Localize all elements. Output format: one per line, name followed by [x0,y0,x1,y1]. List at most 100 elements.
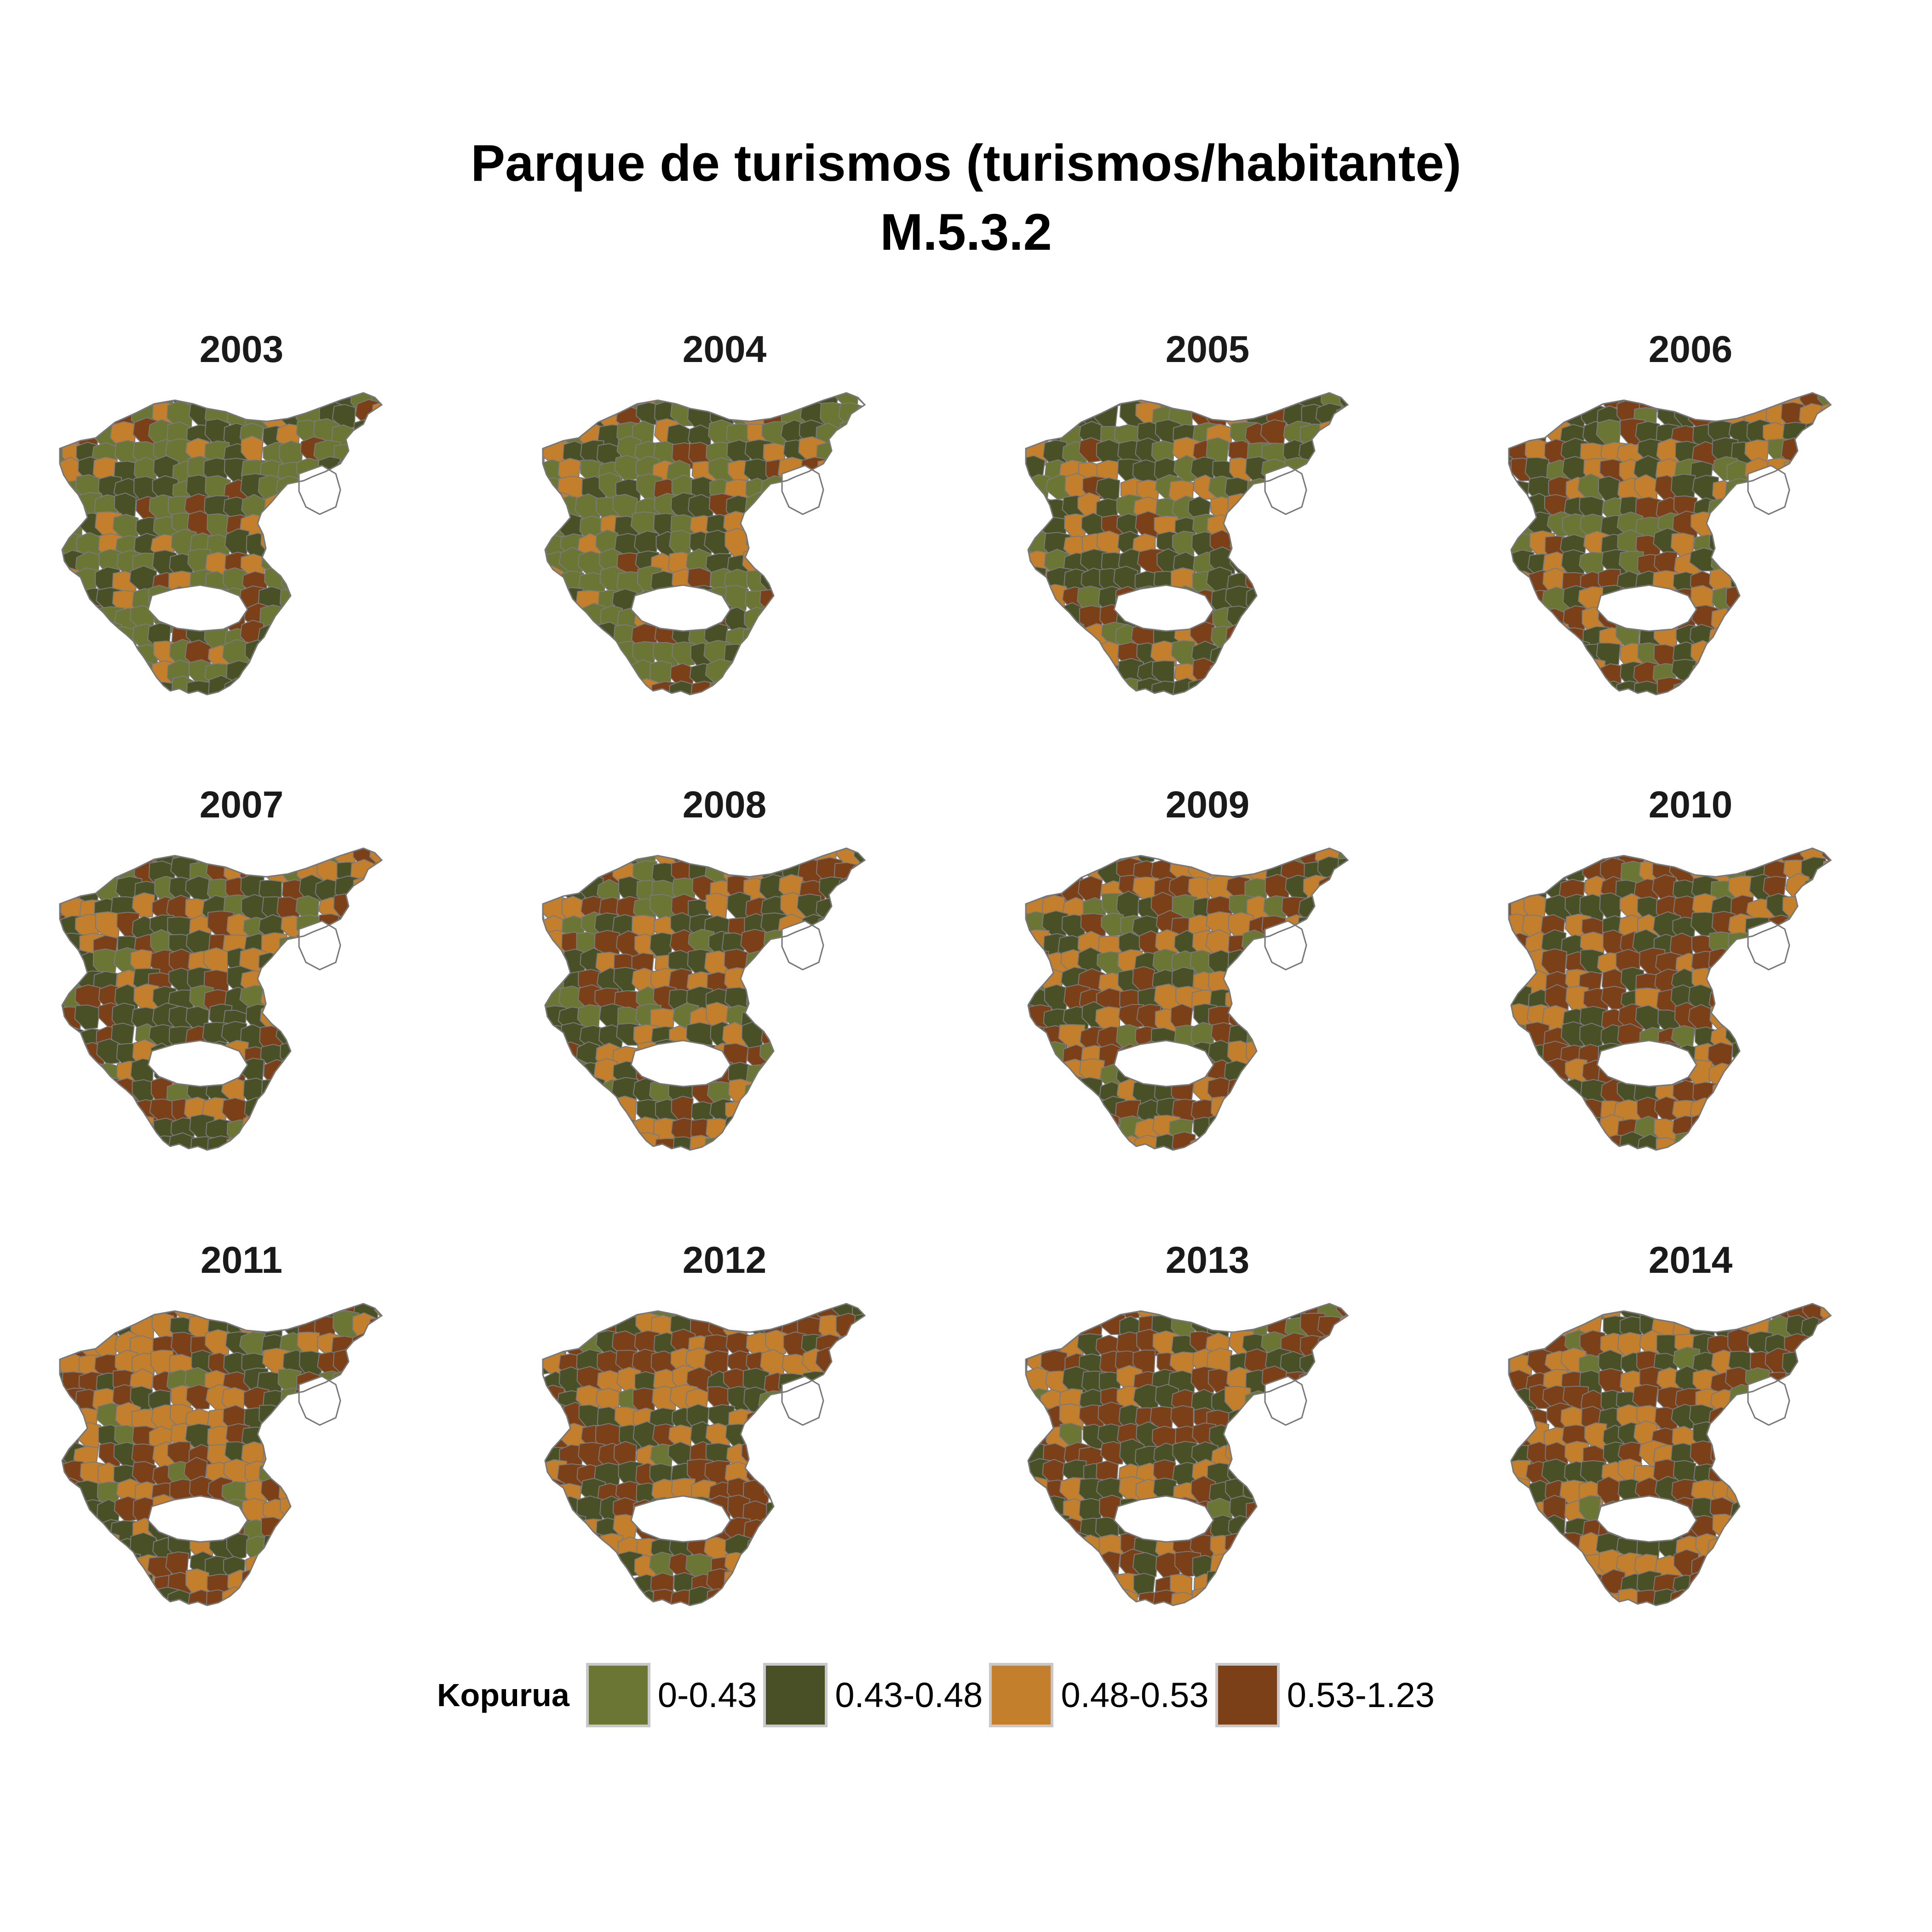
municipality-cell [543,1423,548,1449]
municipality-cell [1375,914,1401,941]
municipality-cell [1061,1530,1088,1558]
municipality-cell [1768,1462,1791,1494]
municipality-cell [1391,1391,1412,1420]
municipality-cell [816,1460,841,1485]
municipality-cell [1040,1304,1065,1321]
municipality-cell [94,680,118,695]
municipality-cell [1339,1077,1348,1105]
legend-label-class-4: 0.53-1.23 [1287,1675,1435,1715]
municipality-cell [796,533,822,560]
municipality-cell [1545,1095,1570,1123]
municipality-cell [909,895,929,923]
municipality-cell [77,661,105,684]
municipality-cell [1747,512,1772,540]
municipality-cell [1859,386,1882,414]
municipality-cell [371,1480,382,1511]
municipality-cell [1750,1099,1777,1131]
municipality-cell [1875,641,1895,664]
municipality-cell [1766,1569,1790,1597]
municipality-cell [412,1065,437,1088]
municipality-cell [352,970,377,999]
municipality-cell [1509,1120,1532,1144]
choropleth-map [1508,1303,1896,1606]
municipality-cell [797,1097,822,1122]
municipality-cell [1802,590,1827,615]
municipality-cell [1801,1535,1827,1563]
municipality-cell [1509,1477,1531,1503]
municipality-cell [801,1554,826,1581]
municipality-cell [1880,1368,1896,1394]
municipality-cell [1693,1304,1719,1323]
municipality-cell [405,644,431,669]
municipality-cell [1375,1078,1398,1102]
municipality-cell [1821,1386,1831,1414]
municipality-cell [114,492,137,518]
municipality-cell [543,1077,551,1104]
municipality-cell [333,1554,360,1581]
municipality-cell [1298,531,1323,560]
municipality-cell [1688,1570,1714,1599]
municipality-cell [1819,1551,1831,1578]
municipality-cell [1026,679,1049,695]
municipality-cell [1509,532,1512,562]
municipality-cell [1528,402,1552,430]
municipality-cell [1300,1132,1326,1150]
municipality-cell [913,1297,929,1322]
municipality-cell [430,626,447,654]
municipality-cell [1317,1409,1344,1435]
municipality-cell [1858,1514,1882,1541]
municipality-cell [1026,639,1049,667]
municipality-cell [1355,1518,1381,1543]
no-data-area [1747,465,1790,515]
municipality-cell [60,1042,86,1073]
municipality-cell [1281,1133,1305,1150]
municipality-cell [1209,546,1236,575]
municipality-cell [580,1076,605,1106]
municipality-cell [874,878,898,904]
municipality-cell [1279,1115,1305,1145]
municipality-cell [1800,457,1824,488]
municipality-cell [1878,1536,1895,1563]
municipality-cell [1838,989,1865,1015]
municipality-cell [836,513,863,539]
municipality-cell [558,680,584,695]
municipality-cell [744,1094,771,1123]
municipality-cell [60,1409,85,1437]
municipality-cell [1026,860,1033,887]
region-boundary [542,1303,866,1606]
municipality-cell [839,1549,864,1579]
municipality-cell [407,1520,430,1547]
municipality-cell [411,1078,433,1103]
municipality-cell [543,1498,564,1525]
municipality-cell [1509,393,1532,409]
municipality-cell [1337,1422,1348,1452]
municipality-cell [1191,1587,1215,1605]
municipality-cell [782,1481,810,1506]
municipality-cell [408,386,431,409]
municipality-cell [1509,606,1510,637]
municipality-cell [259,393,283,413]
municipality-cell [1690,1113,1714,1142]
municipality-cell [98,662,121,691]
municipality-cell [1168,848,1196,866]
municipality-cell [1300,1552,1327,1580]
municipality-cell [1319,990,1342,1018]
municipality-cell [560,1513,586,1541]
municipality-cell [313,1081,338,1110]
municipality-cell [60,859,65,883]
municipality-cell [911,1497,929,1522]
region-boundary [542,847,866,1151]
municipality-cell [876,498,899,522]
municipality-cell [425,1297,446,1325]
municipality-cell [1860,1535,1884,1563]
municipality-cell [318,1500,343,1528]
municipality-cell [594,1130,620,1150]
municipality-cell [1373,1496,1396,1523]
municipality-cell [1374,1119,1400,1142]
municipality-cell [838,969,863,998]
municipality-cell [261,972,289,1001]
municipality-cell [1820,1304,1831,1328]
municipality-cell [780,987,804,1018]
municipality-cell [1246,1136,1271,1150]
municipality-cell [1396,842,1412,864]
